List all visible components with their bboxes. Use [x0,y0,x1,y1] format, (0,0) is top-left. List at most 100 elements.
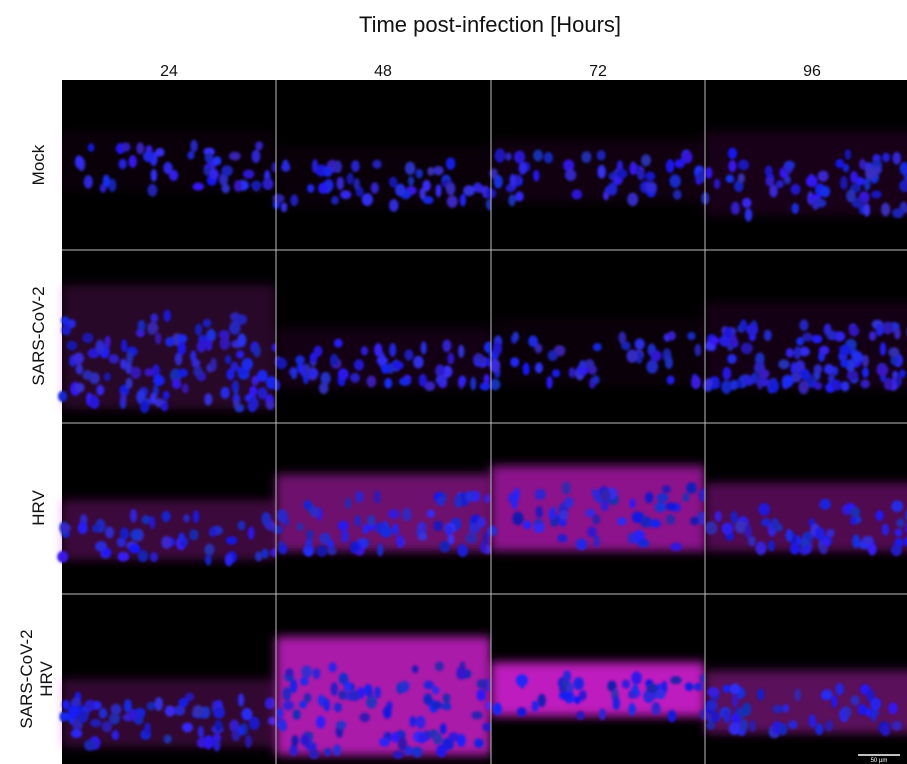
nucleus [244,734,253,748]
nucleus [219,336,230,351]
nucleus [509,173,516,187]
nucleus [875,510,884,521]
nucleus [377,543,384,557]
nucleus [226,368,235,381]
nucleus [811,334,823,344]
nucleus [340,529,349,543]
nucleus [292,709,301,720]
nucleus [463,185,475,197]
nucleus [242,169,255,179]
nucleus [108,178,117,192]
nucleus [744,208,753,222]
nucleus [203,166,212,176]
nucleus [489,378,501,391]
nucleus [458,375,467,386]
nucleus [888,347,900,358]
nucleus [713,178,721,190]
nucleus [749,719,757,732]
nucleus [709,378,721,390]
nucleus [149,552,159,563]
nucleus [338,672,349,685]
micrograph [485,80,707,250]
nucleus [214,719,223,732]
nucleus [318,182,328,194]
nucleus [727,353,737,364]
nucleus [533,149,543,162]
nucleus [291,735,299,747]
nucleus [867,543,877,556]
nucleus [850,516,857,526]
nucleus [894,327,901,340]
nucleus [708,336,720,345]
micrograph [487,423,710,594]
tissue-band [62,284,276,410]
nucleus [518,161,528,175]
nucleus [417,521,427,533]
nucleus [264,697,276,710]
nucleus [457,544,468,557]
nucleus [361,193,373,206]
nucleus [793,346,801,360]
nucleus [163,309,171,322]
nucleus [307,184,315,193]
nucleus [442,339,452,353]
micrograph [57,423,282,594]
column-label: 24 [160,63,178,80]
nucleus [280,202,288,213]
nucleus [84,700,95,710]
nucleus [742,197,752,209]
nucleus [516,707,527,717]
nucleus [396,534,404,549]
nucleus [574,696,581,705]
nucleus [370,182,379,194]
nucleus [863,177,871,191]
nucleus [208,526,217,538]
nucleus [578,690,587,701]
nucleus [426,509,435,518]
nucleus [153,374,165,386]
nucleus [879,342,887,356]
nucleus [282,687,292,701]
nucleus [808,714,817,728]
nucleus [445,525,453,536]
micrograph [62,80,278,250]
nucleus [763,329,772,342]
nucleus [442,365,453,378]
nucleus [465,491,474,502]
nuclei [272,157,496,213]
nucleus [531,700,539,712]
nucleus [656,493,669,503]
nucleus [118,158,127,170]
nucleus [523,520,532,530]
nucleus [181,383,189,394]
nucleus [384,378,393,389]
nucleus [890,355,898,365]
nucleus [637,169,645,181]
tissue-band [491,662,705,717]
nucleus [241,357,254,371]
nucleus [564,169,577,182]
nucleus [665,502,677,511]
nucleus [849,506,861,518]
nucleus [447,352,455,365]
nucleus [842,163,850,173]
nucleus [578,366,588,376]
column-label: 72 [589,63,607,80]
nucleus [432,733,443,745]
nucleus [192,705,204,718]
nucleus [627,192,639,207]
nucleus [631,671,642,685]
nucleus [105,526,115,539]
nucleus [470,376,477,391]
nucleus [351,160,360,173]
nucleus [189,529,199,541]
nucleus [261,511,271,526]
nucleus [177,334,188,344]
nucleus [731,693,740,708]
nucleus [90,718,102,728]
nucleus [171,378,182,390]
micrograph [272,423,494,594]
nucleus [324,747,332,757]
image-grid [57,80,907,764]
nucleus [534,488,546,500]
